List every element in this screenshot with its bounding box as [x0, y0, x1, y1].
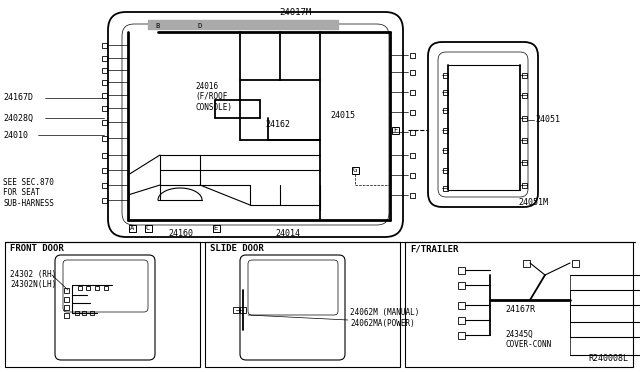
Bar: [522, 183, 527, 188]
Text: R240008L: R240008L: [588, 354, 628, 363]
Bar: [102, 136, 107, 141]
Bar: [213, 225, 220, 232]
Bar: [102, 93, 107, 98]
Bar: [233, 307, 239, 313]
Bar: [102, 168, 107, 173]
Bar: [443, 186, 448, 191]
Bar: [410, 130, 415, 135]
Text: 24167D: 24167D: [3, 93, 33, 103]
Bar: [572, 260, 579, 267]
Bar: [86, 286, 90, 290]
Bar: [102, 106, 107, 111]
Bar: [145, 225, 152, 232]
Text: G: G: [353, 167, 357, 173]
Bar: [64, 313, 69, 318]
Bar: [82, 311, 86, 315]
Bar: [129, 225, 136, 232]
Bar: [102, 120, 107, 125]
Text: F: F: [393, 128, 397, 134]
Bar: [102, 153, 107, 158]
Text: 24162: 24162: [265, 120, 290, 129]
Text: 24160: 24160: [168, 229, 193, 238]
Bar: [458, 302, 465, 309]
Text: 24010: 24010: [3, 131, 28, 140]
Text: SEE SEC.870
FOR SEAT
SUB-HARNESS: SEE SEC.870 FOR SEAT SUB-HARNESS: [3, 178, 54, 208]
Bar: [102, 43, 107, 48]
Text: A: A: [130, 225, 134, 231]
Text: 24345Q
COVER-CONN: 24345Q COVER-CONN: [505, 330, 551, 349]
Bar: [443, 73, 448, 78]
Bar: [197, 22, 204, 29]
Bar: [458, 282, 465, 289]
Bar: [5, 242, 200, 367]
Text: E: E: [214, 225, 218, 231]
Bar: [522, 93, 527, 98]
Text: 24302 (RH)
24302N(LH): 24302 (RH) 24302N(LH): [10, 270, 56, 289]
Bar: [205, 242, 400, 367]
Text: 24014: 24014: [275, 229, 300, 238]
Bar: [522, 160, 527, 165]
Bar: [410, 70, 415, 75]
Text: FRONT DOOR: FRONT DOOR: [10, 244, 64, 253]
Bar: [240, 307, 246, 313]
Text: 24051M: 24051M: [518, 198, 548, 207]
Text: 24015: 24015: [330, 110, 355, 119]
Text: 24017M: 24017M: [279, 8, 311, 17]
Bar: [64, 288, 69, 293]
Bar: [352, 167, 359, 174]
Text: 24051: 24051: [535, 115, 560, 125]
Bar: [90, 311, 94, 315]
Bar: [522, 73, 527, 78]
Bar: [64, 305, 69, 310]
Bar: [155, 22, 162, 29]
Bar: [523, 260, 530, 267]
Bar: [458, 267, 465, 274]
Bar: [102, 198, 107, 203]
Bar: [410, 153, 415, 158]
Bar: [148, 20, 338, 29]
Bar: [522, 138, 527, 143]
Bar: [443, 148, 448, 153]
Text: C: C: [146, 225, 150, 231]
Text: B: B: [156, 22, 160, 29]
Bar: [410, 110, 415, 115]
Bar: [410, 53, 415, 58]
Bar: [410, 90, 415, 95]
Text: 24016
(F/ROOF
CONSOLE): 24016 (F/ROOF CONSOLE): [195, 82, 232, 112]
Bar: [104, 286, 108, 290]
Bar: [522, 116, 527, 121]
Text: D: D: [198, 22, 202, 29]
Bar: [102, 80, 107, 85]
Bar: [458, 317, 465, 324]
Bar: [405, 242, 633, 367]
Bar: [64, 297, 69, 302]
Bar: [102, 56, 107, 61]
Bar: [392, 127, 399, 134]
Bar: [78, 286, 82, 290]
Bar: [102, 183, 107, 188]
Bar: [410, 193, 415, 198]
Bar: [75, 311, 79, 315]
Text: F/TRAILER: F/TRAILER: [410, 244, 458, 253]
Text: 24062M (MANUAL)
24062MA(POWER): 24062M (MANUAL) 24062MA(POWER): [350, 308, 419, 328]
Bar: [458, 332, 465, 339]
Text: 24028Q: 24028Q: [3, 113, 33, 122]
Bar: [95, 286, 99, 290]
Bar: [410, 173, 415, 178]
Bar: [443, 108, 448, 113]
Bar: [443, 90, 448, 95]
Bar: [102, 68, 107, 73]
Bar: [443, 128, 448, 133]
Bar: [443, 168, 448, 173]
Text: SLIDE DOOR: SLIDE DOOR: [210, 244, 264, 253]
Text: 24167R: 24167R: [505, 305, 535, 314]
